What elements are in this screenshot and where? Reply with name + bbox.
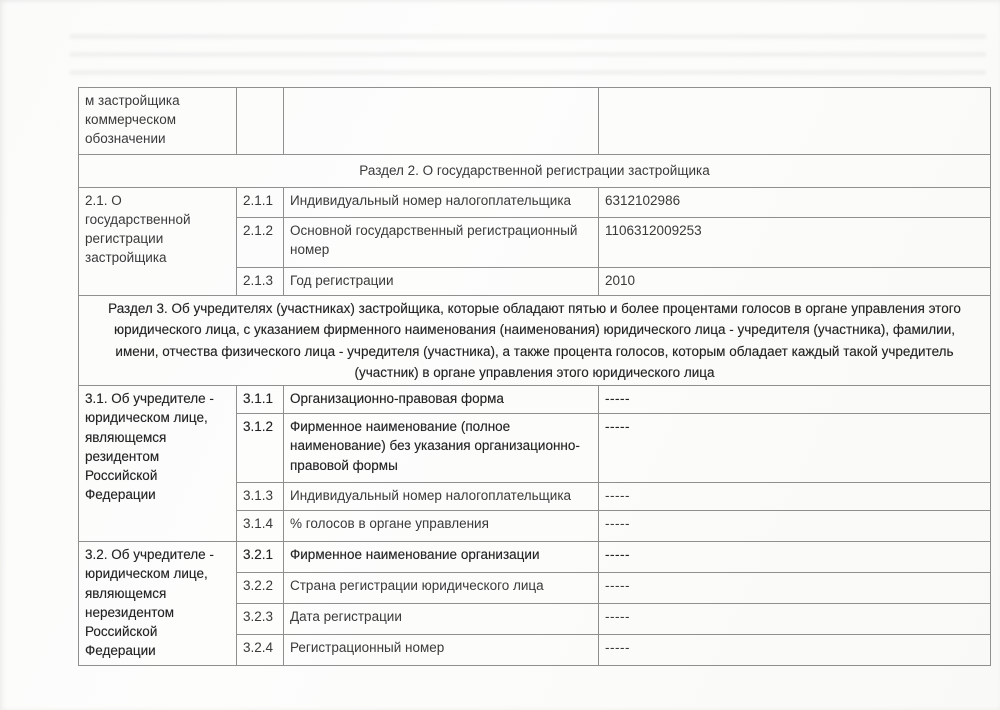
empty-value-cell [598,87,991,155]
item-value-3-1-4: ----- [598,510,991,543]
row-3-1-3: 3.1.3 Индивидуальный номер налогоплатель… [79,482,991,512]
empty-item-cell [283,87,599,155]
item-number-3-1-2: 3.1.2 [236,413,284,484]
row-2-1-2: 2.1.2 Основной государственный регистрац… [79,217,991,268]
item-value-3-1-3: ----- [598,482,991,512]
item-label-2-1-1: Индивидуальный номер налогоплательщика [283,187,599,218]
item-label-3-1-4: % голосов в органе управления [283,510,599,543]
item-label-3-1-3: Индивидуальный номер налогоплательщика [283,482,599,512]
item-number-3-2-4: 3.2.4 [236,634,284,667]
item-label-3-1-1: Организационно-правовая форма [283,385,599,415]
group-3-2-label: 3.2. Об учредителе - юридическом лице, я… [78,541,237,667]
item-number-3-2-1: 3.2.1 [236,541,284,574]
row-3-2-2: 3.2.2 Страна регистрации юридического ли… [79,572,991,605]
continuation-label: м застройщика коммерческом обозначении [78,87,237,155]
section2-title: Раздел 2. О государственной регистрации … [78,154,991,188]
row-section2-title: Раздел 2. О государственной регистрации … [78,154,991,188]
row-3-1-2: 3.1.2 Фирменное наименование (полное наи… [79,413,991,484]
item-label-3-2-3: Дата регистрации [283,603,599,636]
item-value-2-1-3: 2010 [598,267,991,296]
item-number-2-1-3: 2.1.3 [236,267,284,296]
row-2-1-3: 2.1.3 Год регистрации 2010 [79,267,991,296]
item-label-3-2-2: Страна регистрации юридического лица [283,572,599,605]
item-label-3-1-2: Фирменное наименование (полное наименова… [283,413,599,484]
item-value-3-2-3: ----- [598,603,991,636]
item-value-3-1-2: ----- [598,413,991,484]
item-label-3-2-4: Регистрационный номер [283,634,599,667]
item-number-3-1-1: 3.1.1 [236,385,284,415]
item-value-3-2-2: ----- [598,572,991,605]
row-3-2-1: 3.2. Об учредителе - юридическом лице, я… [78,541,991,667]
group-2-1-label: 2.1. О государственной регистрации застр… [78,187,237,296]
row-section3-title: Раздел 3. Об учредителях (участниках) за… [78,294,991,387]
item-value-3-2-1: ----- [598,541,991,574]
scan-bleedthrough-artifact [70,34,986,86]
group-3-1-label: 3.1. Об учредителе - юридическом лице, я… [78,385,237,543]
item-value-2-1-2: 1106312009253 [598,217,991,268]
item-number-3-1-4: 3.1.4 [236,510,284,543]
row-2-1-1: 2.1. О государственной регистрации застр… [78,187,991,296]
item-value-3-1-1: ----- [598,385,991,415]
row-3-2-4: 3.2.4 Регистрационный номер ----- [79,634,991,667]
empty-number-cell [236,87,284,155]
row-3-1-4: 3.1.4 % голосов в органе управления ----… [79,510,991,543]
item-label-3-2-1: Фирменное наименование организации [283,541,599,574]
item-value-3-2-4: ----- [598,634,991,667]
item-label-2-1-3: Год регистрации [283,267,599,296]
row-continuation: м застройщика коммерческом обозначении [78,87,991,155]
registration-disclosure-table: м застройщика коммерческом обозначении Р… [78,87,991,667]
item-label-2-1-2: Основной государственный регистрационный… [283,217,599,268]
item-value-2-1-1: 6312102986 [598,187,991,218]
row-3-2-3: 3.2.3 Дата регистрации ----- [79,603,991,636]
item-number-3-2-3: 3.2.3 [236,603,284,636]
item-number-2-1-2: 2.1.2 [236,217,284,268]
item-number-2-1-1: 2.1.1 [236,187,284,218]
item-number-3-2-2: 3.2.2 [236,572,284,605]
item-number-3-1-3: 3.1.3 [236,482,284,512]
section3-title: Раздел 3. Об учредителях (участниках) за… [78,294,991,387]
row-3-1-1: 3.1. Об учредителе - юридическом лице, я… [78,385,991,543]
